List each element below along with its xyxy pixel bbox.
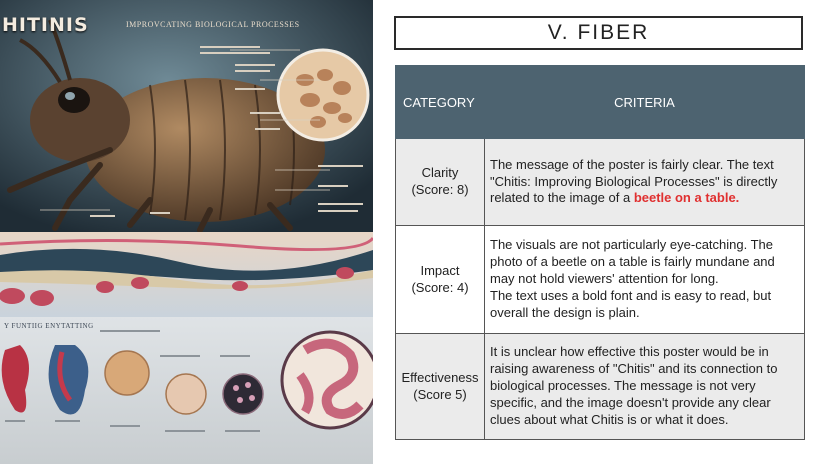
category-name: Clarity [421,165,459,181]
poster-band-label: Y FUNTIIG ENYTATTING [4,322,94,330]
criteria-cell: It is unclear how effective this poster … [484,333,805,440]
category-cell: Effectiveness (Score 5) [395,333,485,440]
section-title: V. FIBER [394,16,803,50]
header-category: CATEGORY [395,65,485,139]
category-name: Impact [420,262,460,278]
table-row-effectiveness: Effectiveness (Score 5) It is unclear ho… [395,333,805,440]
criteria-cell: The message of the poster is fairly clea… [484,138,805,226]
table-header-row: CATEGORY CRITERIA [395,65,805,139]
category-score: (Score: 8) [411,182,469,197]
criteria-text: The message of the poster is fairly clea… [490,156,778,206]
criteria-text: The visuals are not particularly eye-cat… [490,237,775,287]
table-row-clarity: Clarity (Score: 8) The message of the po… [395,138,805,226]
category-cell: Impact (Score: 4) [395,225,485,334]
criteria-text-2: The text uses a bold font and is easy to… [490,287,772,320]
poster-title: HITINIS [2,14,89,36]
category-cell: Clarity (Score: 8) [395,138,485,226]
category-score: (Score 5) [413,386,467,402]
poster-illustration [0,0,373,464]
evaluation-table: CATEGORY CRITERIA Clarity (Score: 8) The… [395,65,805,440]
category-name: Effectiveness [401,369,479,385]
criteria-highlight: beetle on a table. [633,190,740,206]
poster-image: HITINIS IMPROVCATING BIOLOGICAL PROCESSE… [0,0,373,464]
category-score: (Score: 4) [411,279,469,295]
table-row-impact: Impact (Score: 4) The visuals are not pa… [395,225,805,334]
poster-subtitle: IMPROVCATING BIOLOGICAL PROCESSES [126,20,300,29]
criteria-cell: The visuals are not particularly eye-cat… [484,225,805,334]
header-criteria: CRITERIA [484,65,805,139]
criteria-text: It is unclear how effective this poster … [490,344,778,427]
